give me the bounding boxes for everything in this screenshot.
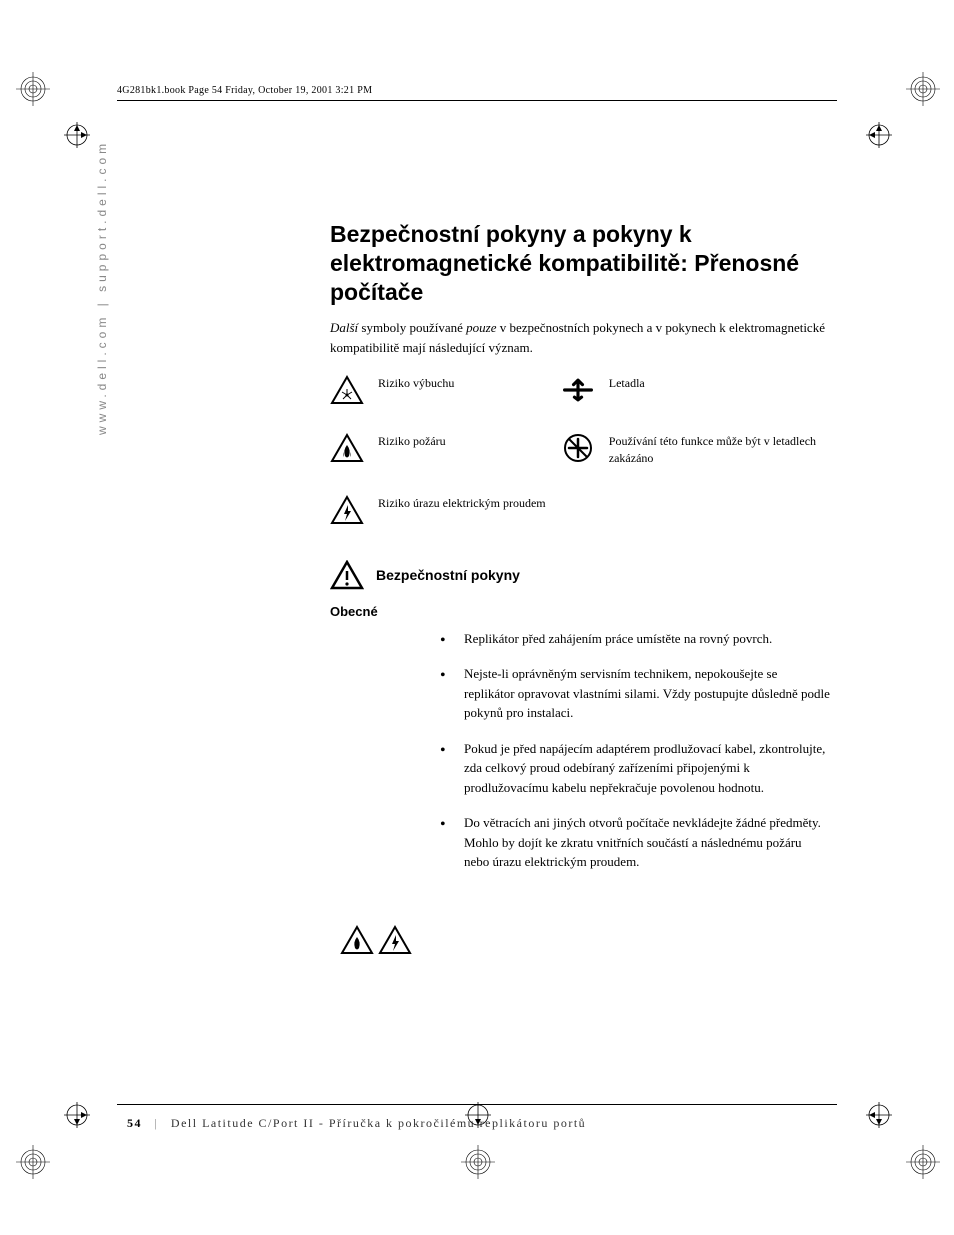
symbol-fire-label: Riziko požáru: [378, 433, 446, 450]
intro-paragraph: Další symboly používané pouze v bezpečno…: [330, 318, 830, 357]
warning-icon: [330, 560, 364, 590]
page-title: Bezpečnostní pokyny a pokyny k elektroma…: [330, 220, 830, 306]
crop-mark-tr-arrow: [862, 118, 896, 152]
intro-italic-1: Další: [330, 320, 358, 335]
symbol-row-2: Riziko požáru Používání této funkce může…: [330, 433, 830, 467]
symbol-row-1: Riziko výbuchu Letadla: [330, 375, 830, 405]
bullet-item-3: Do větracích ani jiných otvorů počítače …: [440, 813, 830, 872]
bullet-item-1: Nejste-li oprávněným servisním technikem…: [440, 664, 830, 723]
subsection-heading: Obecné: [330, 604, 830, 619]
shock-icon-side: [378, 925, 412, 955]
fire-icon-side: [340, 925, 374, 955]
crop-mark-tl-arrow: [60, 118, 94, 152]
crop-mark-br-arrow: [862, 1098, 896, 1132]
page-number: 54: [127, 1116, 142, 1130]
section-heading-text: Bezpečnostní pokyny: [376, 567, 520, 583]
bullet-list: Replikátor před zahájením práce umístěte…: [330, 629, 830, 872]
symbol-fire: Riziko požáru: [330, 433, 561, 467]
page-footer: 54 | Dell Latitude C/Port II - Příručka …: [127, 1116, 586, 1131]
explosion-icon: [330, 375, 364, 405]
crop-mark-br-target: [906, 1145, 940, 1179]
symbol-shock-label: Riziko úrazu elektrickým proudem: [378, 495, 546, 512]
symbols-grid: Riziko výbuchu Letadla Riz: [330, 375, 830, 525]
symbol-aircraft-label: Letadla: [609, 375, 645, 392]
sidebar-url: www.dell.com | support.dell.com: [95, 140, 109, 435]
footer-text: Dell Latitude C/Port II - Příručka k pok…: [171, 1116, 586, 1130]
crop-mark-bl-target: [16, 1145, 50, 1179]
symbol-row-3: Riziko úrazu elektrickým proudem: [330, 495, 830, 525]
crop-mark-bl-arrow: [60, 1098, 94, 1132]
main-content: Bezpečnostní pokyny a pokyny k elektroma…: [330, 220, 830, 888]
shock-icon: [330, 495, 364, 525]
page-header: 4G281bk1.book Page 54 Friday, October 19…: [117, 85, 372, 96]
footer-rule: [117, 1104, 837, 1105]
crop-mark-tr-target: [906, 72, 940, 106]
symbol-shock: Riziko úrazu elektrickým proudem: [330, 495, 570, 525]
symbol-aircraft-prohibited-label: Používání této funkce může být v letadle…: [609, 433, 830, 467]
crop-mark-bc-target: [461, 1145, 495, 1179]
intro-italic-2: pouze: [466, 320, 496, 335]
crop-mark-tl-target: [16, 72, 50, 106]
fire-icon: [330, 433, 364, 463]
symbol-explosion: Riziko výbuchu: [330, 375, 561, 405]
bullet-item-0: Replikátor před zahájením práce umístěte…: [440, 629, 830, 649]
bullet-item-2: Pokud je před napájecím adaptérem prodlu…: [440, 739, 830, 798]
header-rule: [117, 100, 837, 101]
footer-separator: |: [155, 1116, 159, 1130]
intro-text-1: symboly používané: [358, 320, 466, 335]
section-heading: Bezpečnostní pokyny: [330, 560, 830, 590]
symbol-explosion-label: Riziko výbuchu: [378, 375, 454, 392]
aircraft-icon: [561, 375, 595, 405]
symbol-aircraft-prohibited: Používání této funkce může být v letadle…: [561, 433, 830, 467]
aircraft-prohibited-icon: [561, 433, 595, 463]
side-warning-icons: [340, 925, 412, 955]
symbol-aircraft: Letadla: [561, 375, 830, 405]
